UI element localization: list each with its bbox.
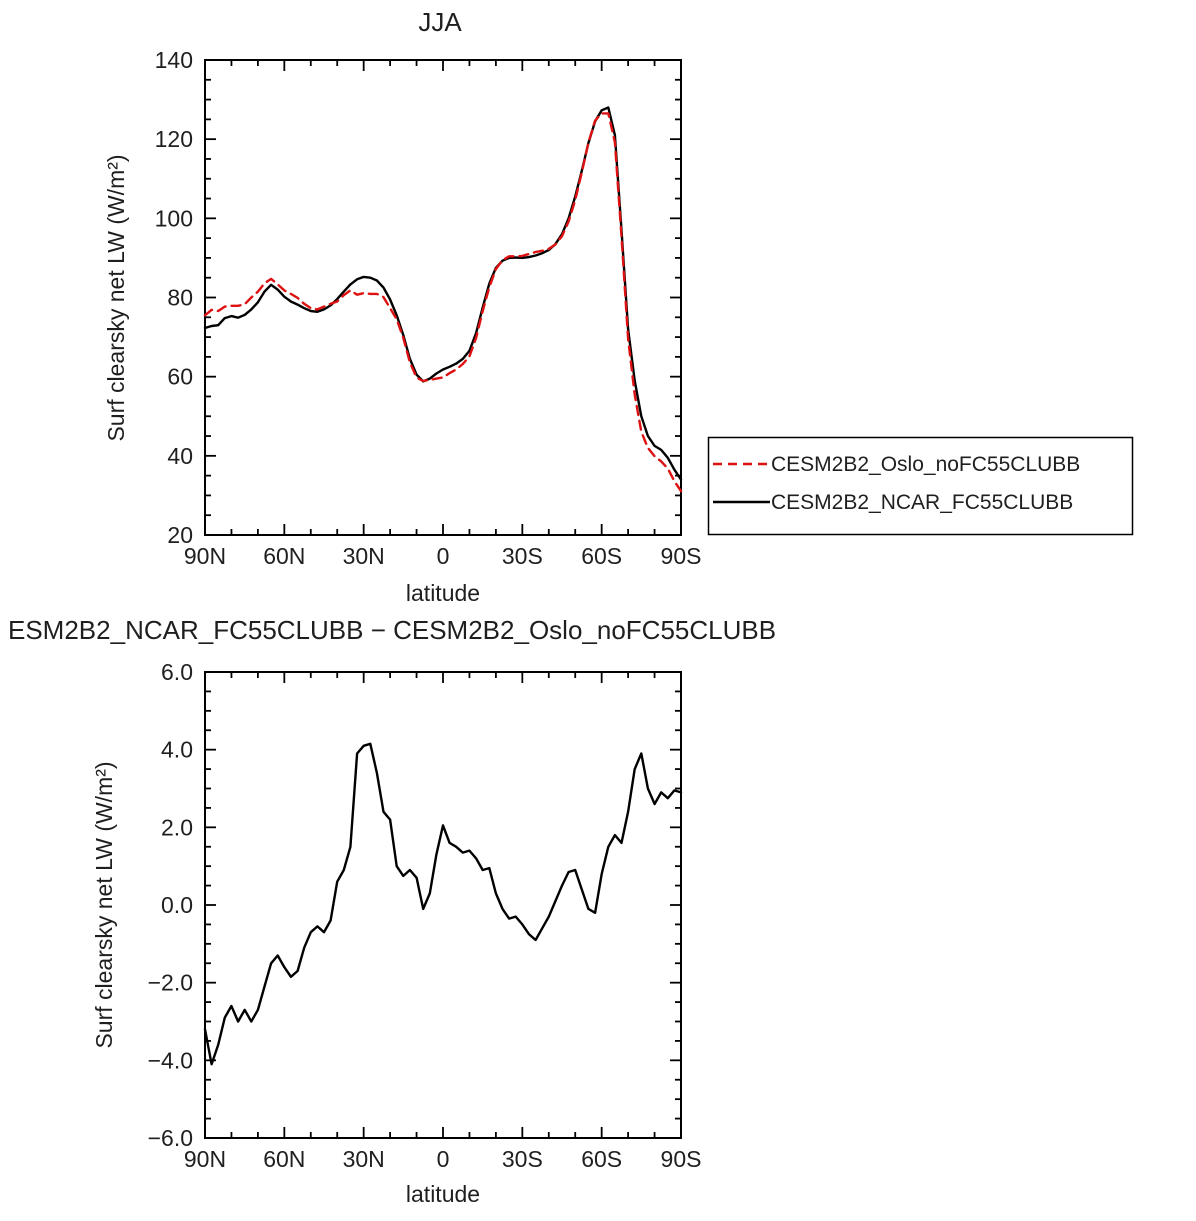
top-chart-xlabel: latitude xyxy=(406,580,480,606)
y-tick-label: 100 xyxy=(155,205,193,231)
y-tick-label: 140 xyxy=(155,47,193,73)
bottom-chart-title: ESM2B2_NCAR_FC55CLUBB − CESM2B2_Oslo_noF… xyxy=(8,615,776,645)
x-tick-label: 30N xyxy=(343,543,385,569)
y-tick-label: 6.0 xyxy=(161,659,193,685)
x-tick-label: 90S xyxy=(661,1146,702,1172)
top-chart-plot-area: 90N 60N 30N 0 30S 60S 90S 20 40 60 80 100 120 140 xyxy=(155,47,702,569)
x-tick-label: 60N xyxy=(263,1146,305,1172)
y-tick-label: 60 xyxy=(167,364,193,390)
y-tick-label: −6.0 xyxy=(148,1125,193,1151)
x-tick-label: 30S xyxy=(502,1146,543,1172)
x-tick-label: 90S xyxy=(661,543,702,569)
plot-frame xyxy=(204,59,682,536)
legend: CESM2B2_Oslo_noFC55CLUBB CESM2B2_NCAR_FC… xyxy=(707,436,1134,536)
x-tick-label: 30N xyxy=(343,1146,385,1172)
series-line-0 xyxy=(203,112,683,493)
top-chart-ylabel: Surf clearsky net LW (W/m²) xyxy=(103,154,129,441)
top-chart: JJA Surf clearsky net LW (W/m²) latitude… xyxy=(103,7,1134,606)
y-tick-label: 80 xyxy=(167,285,193,311)
x-tick-label: 90N xyxy=(184,1146,226,1172)
legend-label-ncar: CESM2B2_NCAR_FC55CLUBB xyxy=(771,491,1073,514)
y-tick-label: 2.0 xyxy=(161,814,193,840)
series-line-0 xyxy=(203,742,683,1066)
y-tick-label: 40 xyxy=(167,443,193,469)
x-tick-label: 60S xyxy=(581,543,622,569)
x-tick-label: 90N xyxy=(184,543,226,569)
y-tick-label: 4.0 xyxy=(161,737,193,763)
top-chart-title: JJA xyxy=(418,7,462,37)
bottom-chart-plot-area: 90N 60N 30N 0 30S 60S 90S −6.0 −4.0 −2.0 0.0 2.0 4.0… xyxy=(148,659,702,1172)
plot-frame xyxy=(204,671,682,1139)
y-tick-label: 120 xyxy=(155,126,193,152)
x-tick-label: 0 xyxy=(437,1146,450,1172)
y-tick-label: 0.0 xyxy=(161,892,193,918)
y-tick-label: −2.0 xyxy=(148,970,193,996)
x-tick-label: 60N xyxy=(263,543,305,569)
bottom-chart-xlabel: latitude xyxy=(406,1181,480,1207)
y-tick-label: −4.0 xyxy=(148,1047,193,1073)
bottom-chart: ESM2B2_NCAR_FC55CLUBB − CESM2B2_Oslo_noF… xyxy=(8,615,776,1207)
y-tick-label: 20 xyxy=(167,522,193,548)
bottom-chart-ylabel: Surf clearsky net LW (W/m²) xyxy=(91,761,117,1048)
legend-label-oslo: CESM2B2_Oslo_noFC55CLUBB xyxy=(771,453,1080,476)
legend-box xyxy=(707,436,1134,536)
x-tick-label: 60S xyxy=(581,1146,622,1172)
x-tick-label: 30S xyxy=(502,543,543,569)
x-tick-label: 0 xyxy=(437,543,450,569)
series-line-1 xyxy=(203,106,683,481)
